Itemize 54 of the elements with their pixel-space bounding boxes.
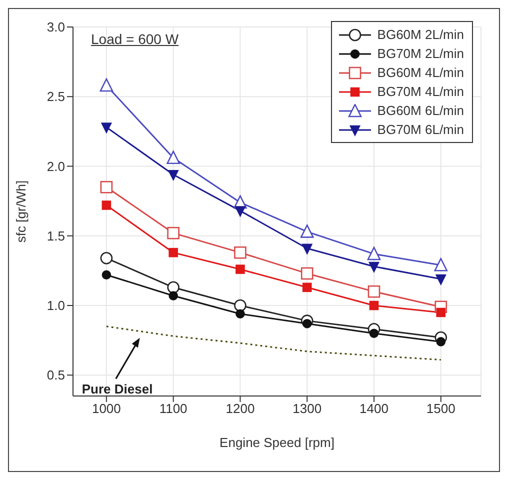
y-tick-label: 2.5 [46, 89, 65, 104]
point [234, 299, 246, 312]
point [100, 180, 113, 194]
point [300, 267, 314, 280]
point [166, 150, 180, 164]
point [100, 252, 113, 264]
legend-label: BG70M 2L/min [377, 46, 464, 61]
point [102, 270, 112, 280]
y-tick-label: 1.0 [46, 298, 65, 314]
point [367, 246, 381, 260]
y-tick-label: 1.5 [46, 228, 65, 244]
annotation: Pure Diesel [82, 382, 153, 397]
legend-label: BG70M 6L/min [377, 122, 464, 137]
y-tick-label: 2.0 [46, 158, 65, 174]
point [434, 258, 448, 272]
point [368, 285, 380, 298]
point [234, 246, 246, 259]
x-tick-label: 1400 [360, 401, 388, 416]
point [300, 224, 314, 238]
annotation: Load = 600 W [91, 31, 179, 47]
point [100, 78, 114, 92]
point [436, 337, 446, 346]
x-tick-label: 1300 [292, 401, 322, 416]
x-axis-title: Engine Speed [rpm] [220, 435, 334, 450]
point [167, 281, 180, 294]
y-axis-title: sfc [gr/Wh] [14, 180, 29, 243]
x-tick-label: 1200 [226, 401, 255, 416]
point [369, 328, 379, 338]
legend-label: BG60M 2L/min [377, 27, 464, 42]
point [436, 274, 446, 285]
point [369, 300, 379, 310]
x-tick-label: 1500 [426, 401, 456, 416]
point [368, 262, 380, 272]
point [168, 170, 178, 180]
point [436, 308, 446, 318]
point [302, 244, 312, 254]
point [235, 206, 246, 216]
point [302, 318, 312, 328]
legend-label: BG60M 6L/min [377, 103, 464, 118]
x-tick-label: 1000 [92, 401, 121, 416]
point [236, 309, 245, 318]
point [101, 122, 112, 133]
y-tick-label: 0.5 [46, 368, 65, 383]
legend-label: BG70M 4L/min [377, 84, 464, 99]
point [102, 200, 112, 210]
point [236, 264, 245, 274]
line-series [106, 326, 442, 361]
point [168, 248, 178, 258]
x-tick-label: 1100 [159, 401, 188, 416]
y-tick-label: 3.0 [46, 20, 65, 35]
legend-label: BG60M 4L/min [377, 65, 464, 80]
point [302, 282, 312, 292]
point [167, 226, 180, 240]
point [168, 291, 178, 300]
